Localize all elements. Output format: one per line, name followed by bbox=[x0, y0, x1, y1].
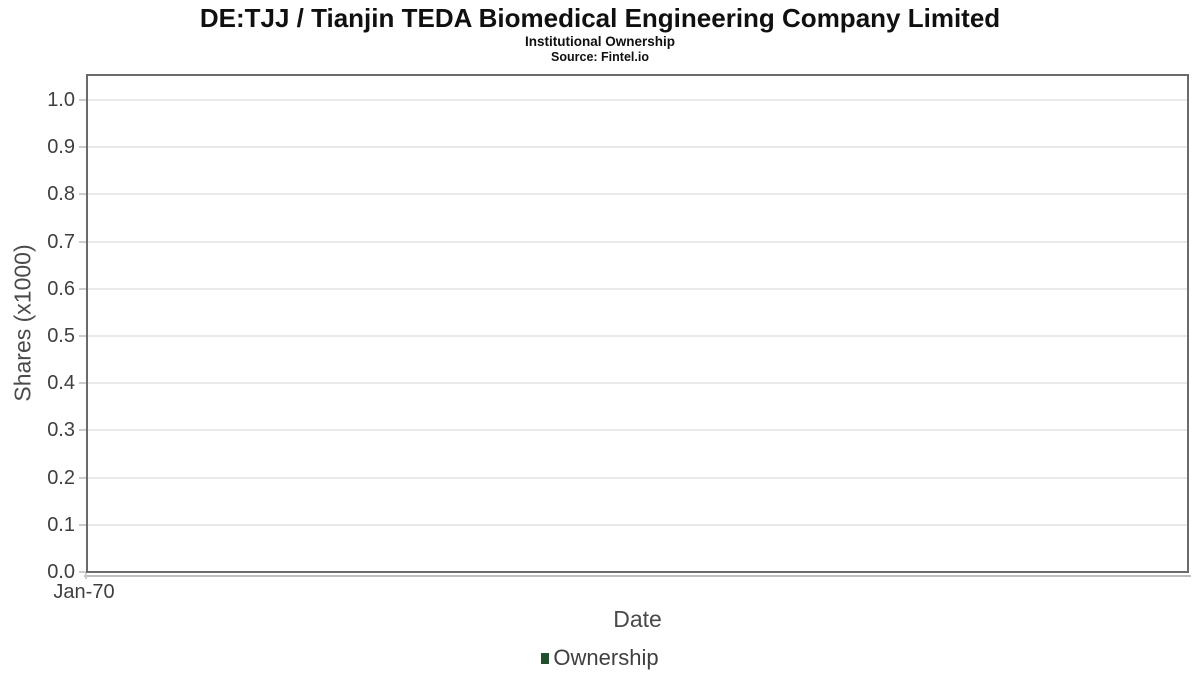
y-tick-label: 0.3 bbox=[47, 419, 75, 442]
gridline bbox=[88, 99, 1187, 101]
y-tick-mark bbox=[79, 429, 86, 432]
legend-color-swatch bbox=[541, 652, 550, 664]
y-tick-mark bbox=[79, 287, 86, 290]
gridline bbox=[88, 287, 1187, 290]
y-tick-mark bbox=[79, 335, 86, 337]
legend-item-ownership[interactable]: Ownership bbox=[541, 645, 659, 671]
chart-subtitle: Institutional Ownership bbox=[524, 34, 675, 49]
plot-area bbox=[86, 74, 1189, 573]
y-tick-mark bbox=[79, 193, 86, 196]
gridline bbox=[88, 476, 1187, 479]
x-axis-line bbox=[84, 575, 1191, 577]
gridline bbox=[88, 429, 1187, 432]
y-tick-label: 0.1 bbox=[47, 513, 75, 536]
y-tick-mark bbox=[79, 571, 86, 573]
y-tick-mark bbox=[79, 240, 86, 243]
y-tick-label: 1.0 bbox=[47, 89, 75, 111]
legend: Ownership bbox=[0, 644, 1200, 672]
gridline bbox=[88, 335, 1187, 337]
x-tick-label: Jan-70 bbox=[53, 581, 115, 603]
y-tick-label: 0.2 bbox=[47, 466, 75, 489]
y-tick-mark bbox=[79, 99, 86, 101]
x-axis-title: Date bbox=[613, 606, 662, 632]
y-tick-mark bbox=[79, 476, 86, 479]
gridline bbox=[88, 382, 1187, 385]
gridline bbox=[88, 193, 1187, 196]
y-tick-label: 0.9 bbox=[47, 136, 75, 159]
y-tick-label: 0.0 bbox=[47, 561, 75, 583]
y-tick-mark bbox=[79, 146, 86, 149]
chart-source: Source: Fintel.io bbox=[551, 50, 649, 64]
y-tick-label: 0.8 bbox=[47, 183, 75, 206]
y-axis-title: Shares (x1000) bbox=[9, 244, 36, 402]
y-tick-mark bbox=[79, 382, 86, 385]
gridlines bbox=[88, 76, 1187, 571]
gridline bbox=[88, 523, 1187, 526]
chart-title: DE:TJJ / Tianjin TEDA Biomedical Enginee… bbox=[199, 3, 1001, 33]
gridline bbox=[88, 146, 1187, 149]
gridline bbox=[88, 240, 1187, 243]
y-tick-mark bbox=[79, 523, 86, 526]
legend-label: Ownership bbox=[553, 645, 659, 670]
